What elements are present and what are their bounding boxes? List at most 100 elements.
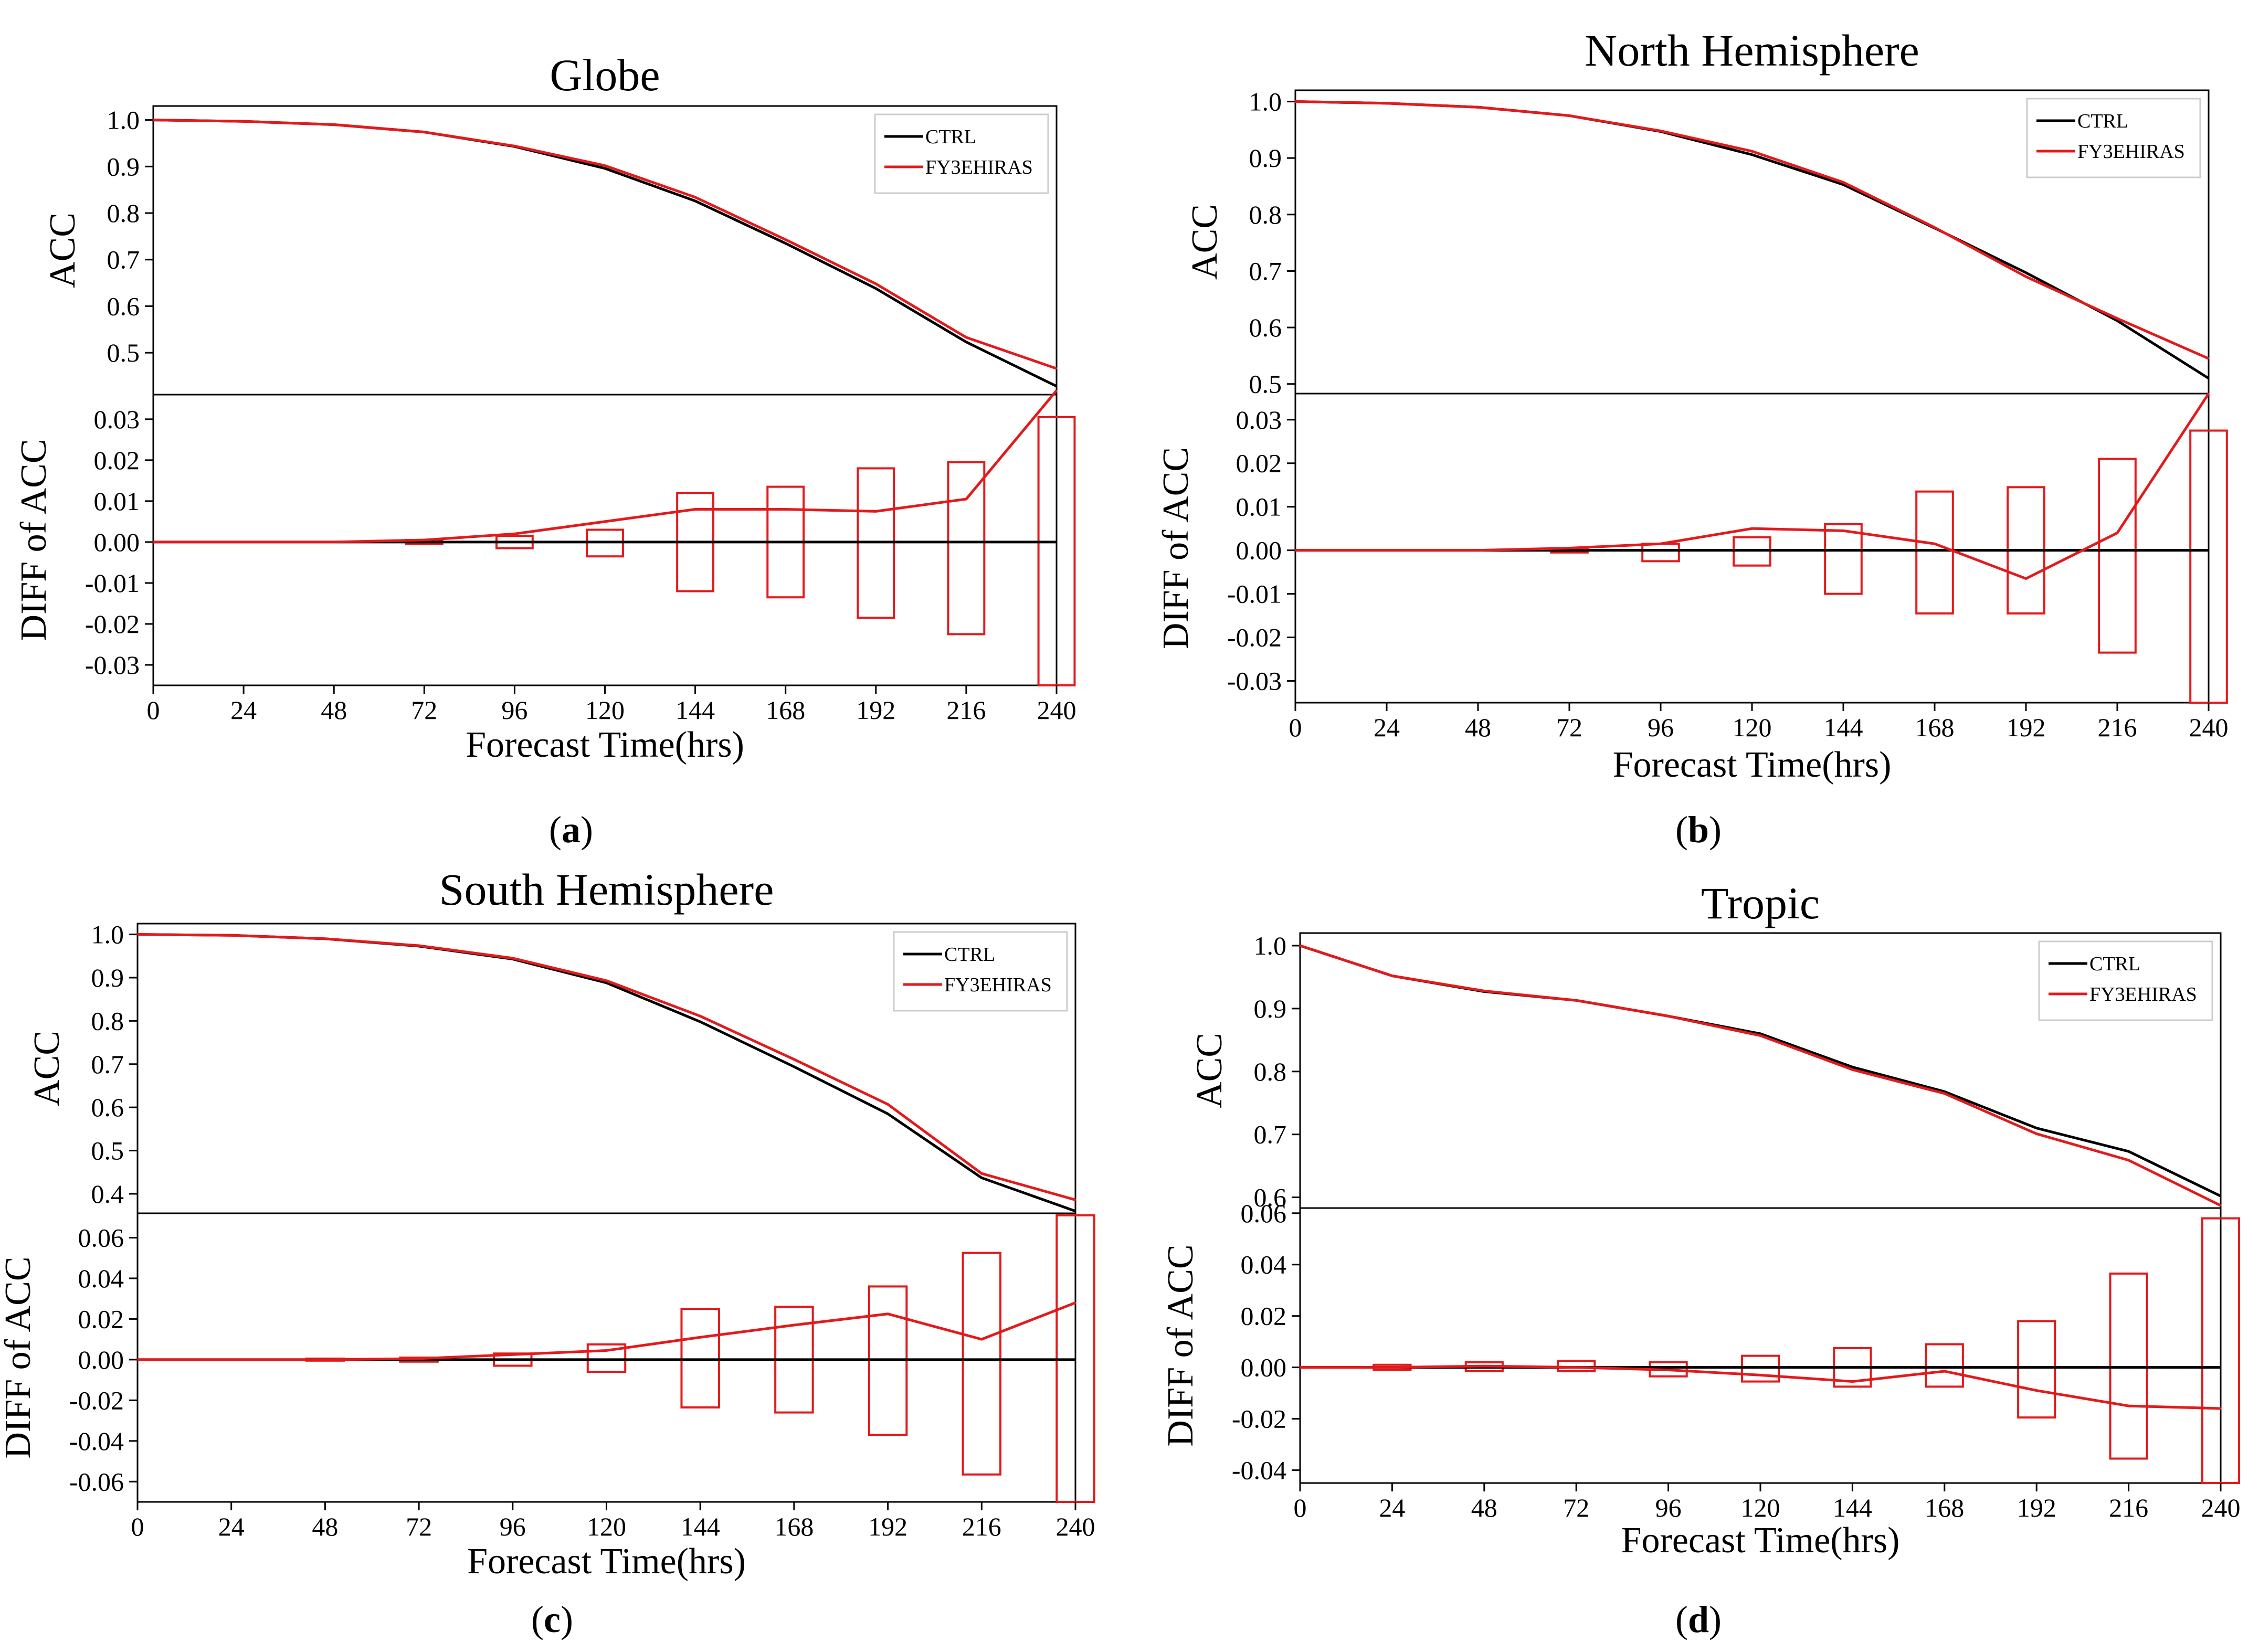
data-point-fy3ehiras bbox=[785, 239, 787, 241]
diff-mean-point bbox=[1575, 1367, 1577, 1369]
data-point-fy3ehiras bbox=[1660, 130, 1662, 132]
data-point-ctrl bbox=[2220, 1195, 2222, 1197]
x-tick-label: 192 bbox=[868, 1512, 907, 1541]
acc-y-tick-label: 0.4 bbox=[91, 1179, 124, 1209]
x-tick-label: 192 bbox=[2017, 1493, 2056, 1522]
diff-mean-point bbox=[324, 1359, 326, 1361]
caption-open-paren: ( bbox=[1675, 809, 1688, 851]
diff-mean-point bbox=[1477, 549, 1479, 552]
acc-subplot: 0.5 0.6 0.7 0.8 0.9 1.0 ACC CTRL FY3EHIRAS bbox=[43, 105, 1058, 396]
acc-y-tick-label: 0.7 bbox=[1254, 1120, 1287, 1149]
x-tick-label: 0 bbox=[131, 1512, 144, 1541]
legend-box bbox=[2026, 98, 2201, 178]
x-tick-label: 216 bbox=[2098, 713, 2137, 742]
diff-plot-frame bbox=[1299, 1207, 2222, 1484]
x-tick-label: 0 bbox=[1294, 1493, 1307, 1522]
caption-letter: a bbox=[562, 809, 580, 851]
panel-caption: (c) bbox=[531, 1598, 573, 1640]
data-point-fy3ehiras bbox=[1842, 181, 1844, 183]
acc-y-axis-label: ACC bbox=[1189, 1033, 1230, 1108]
diff-range-box bbox=[1641, 543, 1680, 563]
diff-y-tick-label: 0.00 bbox=[94, 527, 140, 557]
diff-mean-point bbox=[2220, 1407, 2222, 1410]
data-point-ctrl bbox=[2035, 1127, 2038, 1129]
diff-range-box bbox=[1824, 523, 1863, 595]
data-point-ctrl bbox=[1074, 1210, 1076, 1212]
diff-y-tick-label: 0.04 bbox=[1241, 1250, 1287, 1279]
diff-mean-point bbox=[1842, 530, 1844, 532]
caption-letter: b bbox=[1688, 809, 1709, 851]
data-point-fy3ehiras bbox=[1934, 227, 1936, 229]
x-tick-label: 120 bbox=[1733, 713, 1772, 742]
acc-y-tick-label: 1.0 bbox=[107, 105, 140, 135]
data-point-ctrl bbox=[1851, 1066, 1853, 1068]
diff-plot-frame bbox=[136, 1212, 1076, 1503]
diff-mean-point bbox=[333, 541, 335, 543]
data-point-ctrl bbox=[1055, 385, 1058, 387]
data-point-ctrl bbox=[1751, 154, 1753, 156]
diff-y-tick-label: -0.02 bbox=[85, 609, 140, 639]
data-point-ctrl bbox=[965, 341, 967, 343]
diff-subplot: -0.04 -0.02 0.00 0.02 0.04 0.06 DIFF of ACC 0 24… bbox=[1160, 1199, 2241, 1522]
acc-subplot: 0.5 0.6 0.7 0.8 0.9 1.0 ACC CTRL FY3EHIRAS bbox=[1185, 87, 2210, 399]
panel-title: Tropic bbox=[1701, 878, 1820, 928]
x-tick-label: 72 bbox=[1563, 1493, 1589, 1522]
acc-y-tick-label: 1.0 bbox=[1249, 87, 1282, 117]
data-point-fy3ehiras bbox=[1391, 975, 1393, 977]
panel-caption: (d) bbox=[1675, 1598, 1722, 1640]
acc-y-tick-label: 0.8 bbox=[107, 198, 140, 228]
x-tick-label: 216 bbox=[946, 695, 986, 725]
diff-y-tick-label: -0.03 bbox=[85, 650, 140, 680]
diff-mean-point bbox=[2025, 578, 2027, 580]
data-point-ctrl bbox=[606, 982, 607, 984]
diff-mean-point bbox=[1944, 1370, 1946, 1372]
diff-y-tick-label: 0.02 bbox=[1241, 1301, 1287, 1331]
legend: CTRL FY3EHIRAS bbox=[2038, 940, 2213, 1021]
diff-mean-point bbox=[418, 1358, 420, 1360]
diff-y-axis-label: DIFF of ACC bbox=[1160, 1244, 1201, 1446]
diff-y-tick-label: -0.04 bbox=[69, 1426, 124, 1456]
data-point-ctrl bbox=[793, 1066, 795, 1068]
acc-y-tick-label: 0.5 bbox=[107, 338, 140, 367]
diff-y-tick-label: -0.02 bbox=[1232, 1404, 1286, 1434]
caption-letter: c bbox=[544, 1598, 561, 1640]
x-tick-label: 48 bbox=[321, 695, 347, 725]
diff-mean-point bbox=[1667, 1369, 1670, 1371]
x-tick-label: 72 bbox=[406, 1512, 432, 1541]
data-point-fy3ehiras bbox=[136, 934, 139, 936]
acc-y-tick-label: 0.8 bbox=[1249, 200, 1282, 229]
diff-mean-point bbox=[1751, 527, 1753, 530]
data-point-fy3ehiras bbox=[793, 1058, 795, 1061]
data-point-fy3ehiras bbox=[1944, 1093, 1946, 1095]
diff-mean-point bbox=[1759, 1374, 1761, 1376]
diff-mean-point bbox=[1660, 543, 1662, 545]
x-tick-label: 168 bbox=[774, 1512, 814, 1541]
acc-y-tick-label: 0.7 bbox=[1249, 256, 1282, 285]
diff-y-tick-label: -0.02 bbox=[1227, 623, 1282, 652]
data-point-fy3ehiras bbox=[965, 336, 967, 338]
diff-mean-point bbox=[694, 508, 696, 510]
data-point-fy3ehiras bbox=[513, 145, 515, 147]
data-point-ctrl bbox=[2025, 272, 2027, 274]
diff-y-tick-label: -0.06 bbox=[69, 1467, 124, 1496]
diff-mean-point bbox=[1568, 547, 1570, 549]
legend: CTRL FY3EHIRAS bbox=[874, 113, 1049, 194]
x-tick-label: 144 bbox=[681, 1512, 720, 1541]
data-point-fy3ehiras bbox=[1074, 1199, 1076, 1201]
diff-mean-point bbox=[242, 541, 245, 543]
x-tick-label: 120 bbox=[587, 1512, 626, 1541]
data-point-fy3ehiras bbox=[2220, 1204, 2222, 1206]
diff-y-tick-label: 0.01 bbox=[1236, 492, 1282, 522]
diff-subplot: -0.06 -0.04 -0.02 0.00 0.02 0.04 0.06 DIFF of A… bbox=[0, 1212, 1095, 1541]
diff-y-axis-label: DIFF of ACC bbox=[1156, 447, 1196, 649]
data-point-fy3ehiras bbox=[1386, 102, 1388, 104]
data-point-ctrl bbox=[604, 167, 606, 170]
legend-label-ctrl: CTRL bbox=[2089, 953, 2140, 975]
diff-mean-point bbox=[1386, 549, 1388, 552]
diff-mean-point bbox=[875, 510, 877, 512]
x-tick-label: 144 bbox=[675, 695, 715, 725]
diff-mean-line bbox=[1300, 1364, 2221, 1410]
data-point-ctrl bbox=[980, 1177, 983, 1179]
caption-letter: d bbox=[1688, 1598, 1709, 1640]
diff-range-box bbox=[680, 1308, 720, 1409]
